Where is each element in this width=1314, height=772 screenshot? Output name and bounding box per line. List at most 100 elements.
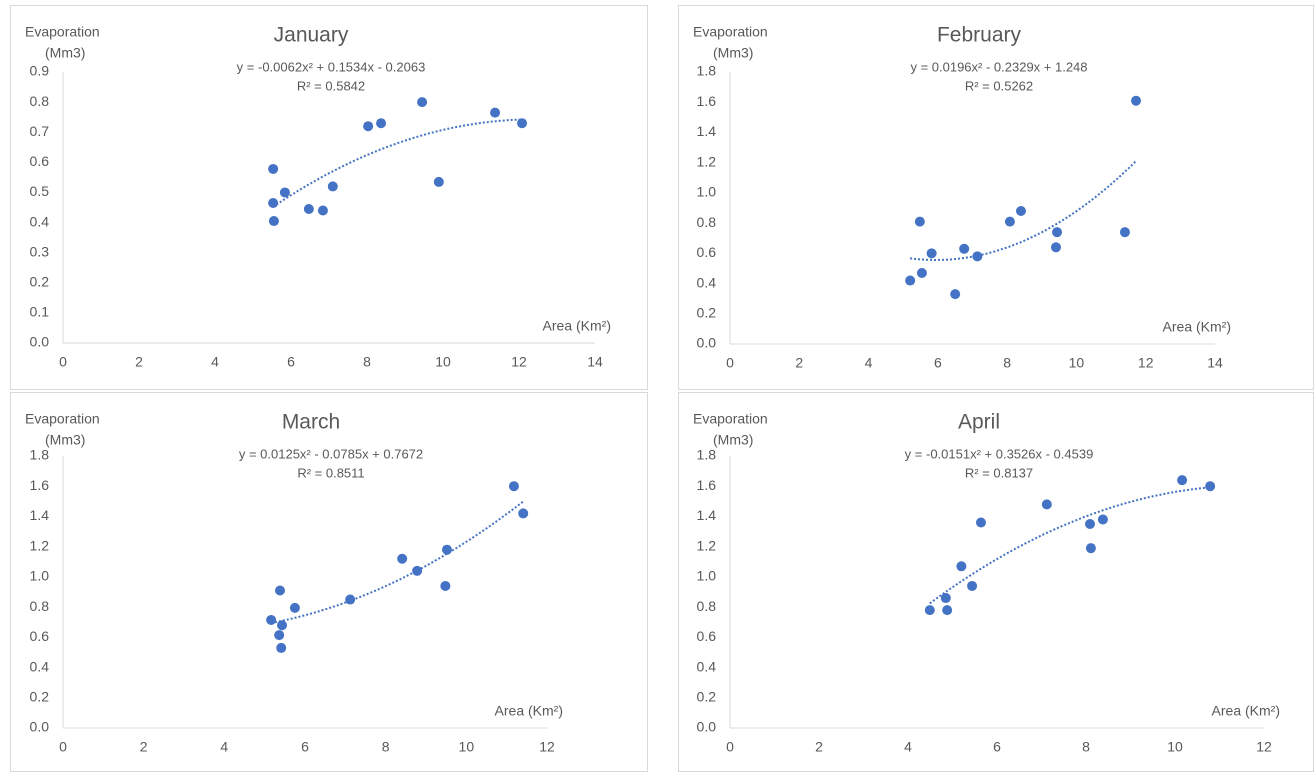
y-tick-label: 0.7 <box>30 123 50 139</box>
y-tick-label: 0.8 <box>30 93 50 109</box>
y-tick-label: 0.3 <box>30 243 50 259</box>
y-tick-label: 0.4 <box>30 658 50 674</box>
data-point <box>274 630 285 641</box>
x-tick-label: 8 <box>1003 355 1011 371</box>
chart-title: April <box>958 411 1000 434</box>
y-tick-label: 1.4 <box>697 123 717 139</box>
y-tick-label: 0.2 <box>30 273 50 289</box>
data-point <box>268 197 279 208</box>
data-point <box>303 204 314 215</box>
y-tick-label: 0.4 <box>697 274 717 290</box>
x-tick-label: 4 <box>904 739 912 755</box>
data-point <box>279 187 290 198</box>
y-axis-title: (Mm3) <box>45 432 85 448</box>
y-tick-label: 0.6 <box>697 628 717 644</box>
y-tick-label: 1.6 <box>697 477 717 493</box>
chart-title: March <box>282 411 340 434</box>
data-point <box>1177 475 1188 486</box>
data-point <box>363 121 374 132</box>
y-tick-label: 0.0 <box>697 719 717 735</box>
x-tick-label: 4 <box>865 355 873 371</box>
x-tick-label: 12 <box>511 354 527 370</box>
y-tick-label: 1.4 <box>30 507 50 523</box>
x-tick-label: 4 <box>211 354 219 370</box>
data-point <box>1052 227 1063 238</box>
data-point <box>942 605 953 616</box>
x-tick-label: 0 <box>59 354 67 370</box>
y-tick-label: 1.8 <box>697 447 717 463</box>
y-tick-label: 0.0 <box>30 719 50 735</box>
y-tick-label: 0.2 <box>697 688 717 704</box>
x-tick-label: 10 <box>435 354 451 370</box>
y-axis-title: (Mm3) <box>45 45 85 61</box>
x-tick-label: 0 <box>726 355 734 371</box>
x-tick-label: 12 <box>1256 739 1272 755</box>
y-tick-label: 0.8 <box>697 214 717 230</box>
y-tick-label: 1.0 <box>30 568 50 584</box>
y-tick-label: 1.6 <box>30 477 50 493</box>
y-axis-title: Evaporation <box>693 24 768 40</box>
chart-panel: 0.0 0.2 0.4 0.6 0.8 1.0 1.2 1.4 1.6 1.8 0 2 4 6 8 10 12 A… <box>678 392 1314 772</box>
data-point <box>1085 519 1096 529</box>
x-tick-label: 0 <box>726 739 734 755</box>
data-point <box>441 544 452 555</box>
y-tick-label: 1.8 <box>697 63 717 79</box>
data-point <box>1131 95 1142 106</box>
y-tick-label: 1.6 <box>697 93 717 109</box>
y-tick-label: 1.4 <box>697 507 717 523</box>
y-tick-label: 0.6 <box>30 153 50 169</box>
data-point <box>914 216 925 227</box>
y-tick-label: 0.8 <box>30 598 50 614</box>
y-tick-label: 1.2 <box>30 537 50 553</box>
trendline-equation: y = -0.0062x² + 0.1534x - 0.2063 <box>237 59 426 74</box>
x-tick-label: 14 <box>1207 355 1223 371</box>
y-tick-label: 0.9 <box>30 63 50 79</box>
chart-title: February <box>937 24 1022 47</box>
y-tick-label: 0.1 <box>30 304 50 320</box>
data-point <box>277 620 288 631</box>
data-point <box>274 585 285 596</box>
y-tick-label: 1.0 <box>697 184 717 200</box>
data-point <box>956 561 967 572</box>
y-tick-label: 1.2 <box>697 153 717 169</box>
data-point <box>518 508 529 519</box>
x-tick-label: 6 <box>301 739 309 755</box>
r-squared: R² = 0.8137 <box>965 465 1033 480</box>
data-point <box>289 602 300 613</box>
data-point <box>959 243 970 254</box>
x-tick-label: 2 <box>815 739 823 755</box>
data-point <box>440 580 451 591</box>
chart-panel: 0.0 0.2 0.4 0.6 0.8 1.0 1.2 1.4 1.6 1.8 0 2 4 6 8 10 12 M… <box>10 392 648 772</box>
data-point <box>940 593 951 604</box>
data-point <box>950 289 961 300</box>
y-tick-label: 1.8 <box>30 447 50 463</box>
data-point <box>433 176 444 187</box>
y-tick-label: 0.2 <box>697 304 717 320</box>
y-axis-title: Evaporation <box>25 24 100 40</box>
x-tick-label: 10 <box>1167 739 1183 755</box>
x-tick-label: 6 <box>287 354 295 370</box>
y-tick-label: 0.5 <box>30 183 50 199</box>
x-axis-title: Area (Km²) <box>1212 703 1280 719</box>
y-tick-label: 0.4 <box>697 658 717 674</box>
chart-title: January <box>274 24 349 47</box>
chart-panel: 0.0 0.2 0.4 0.6 0.8 1.0 1.2 1.4 1.6 1.8 0 2 4 6 8 10 12 1… <box>678 5 1314 390</box>
x-tick-label: 2 <box>140 739 148 755</box>
x-tick-label: 10 <box>459 739 475 755</box>
data-point <box>266 614 277 625</box>
x-axis-title: Area (Km²) <box>1163 319 1231 335</box>
data-point <box>345 594 356 605</box>
x-tick-label: 14 <box>587 354 603 370</box>
data-point <box>412 565 423 576</box>
x-axis-title: Area (Km²) <box>543 318 611 334</box>
data-point <box>916 267 927 278</box>
data-point <box>517 118 528 129</box>
data-point <box>975 517 986 528</box>
data-point <box>1119 227 1130 238</box>
y-tick-label: 0.0 <box>697 335 717 351</box>
data-point <box>1050 242 1061 253</box>
trendline-equation: y = -0.0151x² + 0.3526x - 0.4539 <box>905 446 1094 461</box>
y-axis-title: (Mm3) <box>713 432 753 448</box>
y-tick-label: 0.8 <box>697 598 717 614</box>
